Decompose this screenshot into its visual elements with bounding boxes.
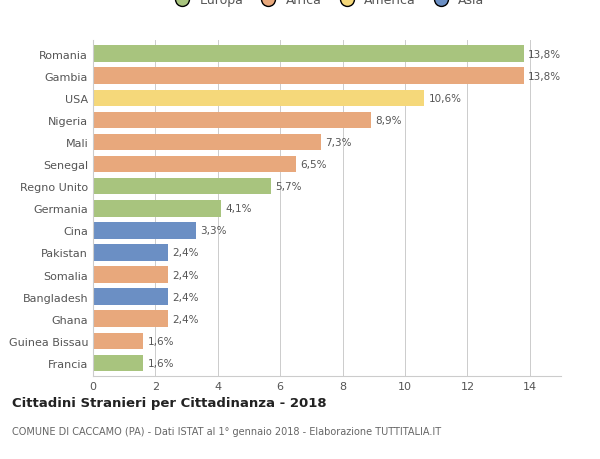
Text: 1,6%: 1,6% — [148, 336, 174, 346]
Bar — [93, 201, 221, 217]
Text: 2,4%: 2,4% — [173, 314, 199, 324]
Text: 2,4%: 2,4% — [173, 248, 199, 258]
Text: 6,5%: 6,5% — [301, 160, 327, 170]
Text: Cittadini Stranieri per Cittadinanza - 2018: Cittadini Stranieri per Cittadinanza - 2… — [12, 396, 326, 409]
Text: COMUNE DI CACCAMO (PA) - Dati ISTAT al 1° gennaio 2018 - Elaborazione TUTTITALIA: COMUNE DI CACCAMO (PA) - Dati ISTAT al 1… — [12, 426, 441, 436]
Text: 5,7%: 5,7% — [275, 182, 302, 192]
Bar — [93, 333, 143, 349]
Bar — [93, 90, 424, 107]
Bar — [93, 112, 371, 129]
Bar — [93, 179, 271, 195]
Text: 2,4%: 2,4% — [173, 270, 199, 280]
Bar — [93, 311, 168, 327]
Text: 13,8%: 13,8% — [528, 50, 562, 60]
Bar — [93, 289, 168, 305]
Bar — [93, 223, 196, 239]
Text: 10,6%: 10,6% — [428, 94, 461, 104]
Text: 1,6%: 1,6% — [148, 358, 174, 368]
Legend: Europa, Africa, America, Asia: Europa, Africa, America, Asia — [169, 0, 485, 7]
Text: 8,9%: 8,9% — [376, 116, 402, 126]
Bar — [93, 267, 168, 283]
Text: 13,8%: 13,8% — [528, 72, 562, 82]
Text: 4,1%: 4,1% — [226, 204, 252, 214]
Text: 3,3%: 3,3% — [200, 226, 227, 236]
Text: 7,3%: 7,3% — [325, 138, 352, 148]
Bar — [93, 134, 321, 151]
Bar — [93, 245, 168, 261]
Bar — [93, 68, 524, 85]
Bar — [93, 46, 524, 63]
Text: 2,4%: 2,4% — [173, 292, 199, 302]
Bar — [93, 157, 296, 173]
Bar — [93, 355, 143, 371]
